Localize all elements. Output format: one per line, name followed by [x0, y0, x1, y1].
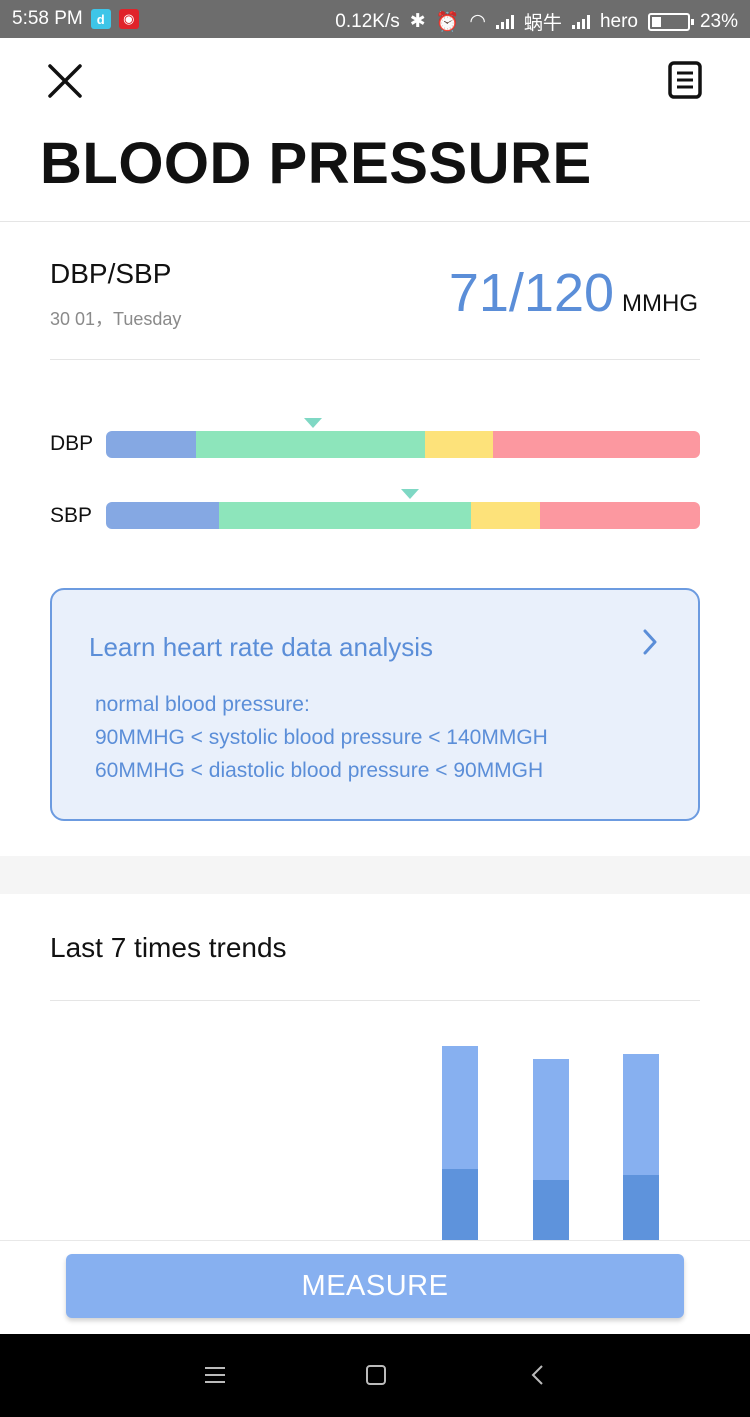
divider — [50, 359, 700, 360]
divider — [0, 1240, 750, 1241]
status-bar: 5:58 PM d ◉ 0.12K/s ✱ ⏰ ◠ 蜗牛 hero 23% — [0, 0, 750, 38]
reading-number: 71/120 — [448, 263, 615, 323]
back-icon[interactable] — [526, 1362, 552, 1388]
signal-icon — [495, 14, 514, 29]
page-title: BLOOD PRESSURE — [40, 131, 592, 196]
net-speed: 0.12K/s — [335, 10, 400, 32]
divider — [50, 1000, 700, 1001]
gauge-label-dbp: DBP — [50, 432, 94, 455]
navigation-bar — [0, 1334, 750, 1417]
gauge-segment — [106, 431, 197, 458]
chevron-right-icon — [643, 629, 657, 655]
menu-icon[interactable] — [202, 1362, 228, 1388]
measure-button[interactable]: MEASURE — [66, 1254, 684, 1318]
close-icon[interactable] — [44, 60, 86, 102]
analysis-line: normal blood pressure: — [95, 693, 310, 716]
gauge-segment — [493, 431, 700, 458]
dbp-marker — [303, 418, 322, 428]
gauge-segment — [539, 502, 700, 529]
reading-label: DBP/SBP — [50, 258, 172, 289]
gauge-label-sbp: SBP — [50, 504, 93, 527]
reading-unit: MMHG — [622, 290, 698, 317]
gauge-segment — [219, 502, 472, 529]
dbp-bar — [532, 1179, 569, 1240]
status-time: 5:58 PM — [12, 8, 83, 29]
gauge-segment — [424, 431, 494, 458]
dingding-icon: d — [90, 9, 111, 29]
gauge-segment — [471, 502, 540, 529]
sbp-marker — [401, 489, 420, 499]
section-separator — [0, 856, 750, 894]
document-icon[interactable] — [666, 60, 704, 100]
sbp-gauge-bar — [106, 502, 700, 529]
netease-music-icon: ◉ — [118, 9, 139, 29]
wifi-icon: ◠ — [469, 11, 486, 32]
gauge-segment — [106, 502, 220, 529]
alarm-icon: ⏰ — [435, 11, 460, 33]
dbp-gauge-bar — [106, 431, 700, 458]
battery-level: 23% — [699, 10, 738, 32]
analysis-line: 90MMHG < systolic blood pressure < 140MM… — [95, 726, 548, 749]
analysis-text: normal blood pressure: 90MMHG < systolic… — [95, 688, 548, 787]
gauge-segment — [196, 431, 425, 458]
analysis-line: 60MMHG < diastolic blood pressure < 90MM… — [95, 759, 544, 782]
dbp-bar — [442, 1168, 478, 1240]
carrier-2: hero — [599, 10, 638, 32]
trends-chart — [50, 1030, 700, 1240]
dbp-bar — [623, 1174, 659, 1240]
carrier-1: 蜗牛 — [523, 13, 562, 34]
divider — [0, 221, 750, 222]
signal-icon-2 — [571, 14, 590, 29]
reading-date: 30 01，Tuesday — [50, 309, 182, 329]
bluetooth-icon: ✱ — [409, 11, 426, 32]
trends-title: Last 7 times trends — [50, 932, 287, 963]
reading-value: 71/120 MMHG — [449, 262, 698, 324]
home-icon[interactable] — [363, 1362, 389, 1388]
analysis-card[interactable]: Learn heart rate data analysis normal bl… — [50, 588, 700, 821]
battery-icon — [647, 12, 694, 31]
analysis-card-title: Learn heart rate data analysis — [89, 632, 433, 662]
